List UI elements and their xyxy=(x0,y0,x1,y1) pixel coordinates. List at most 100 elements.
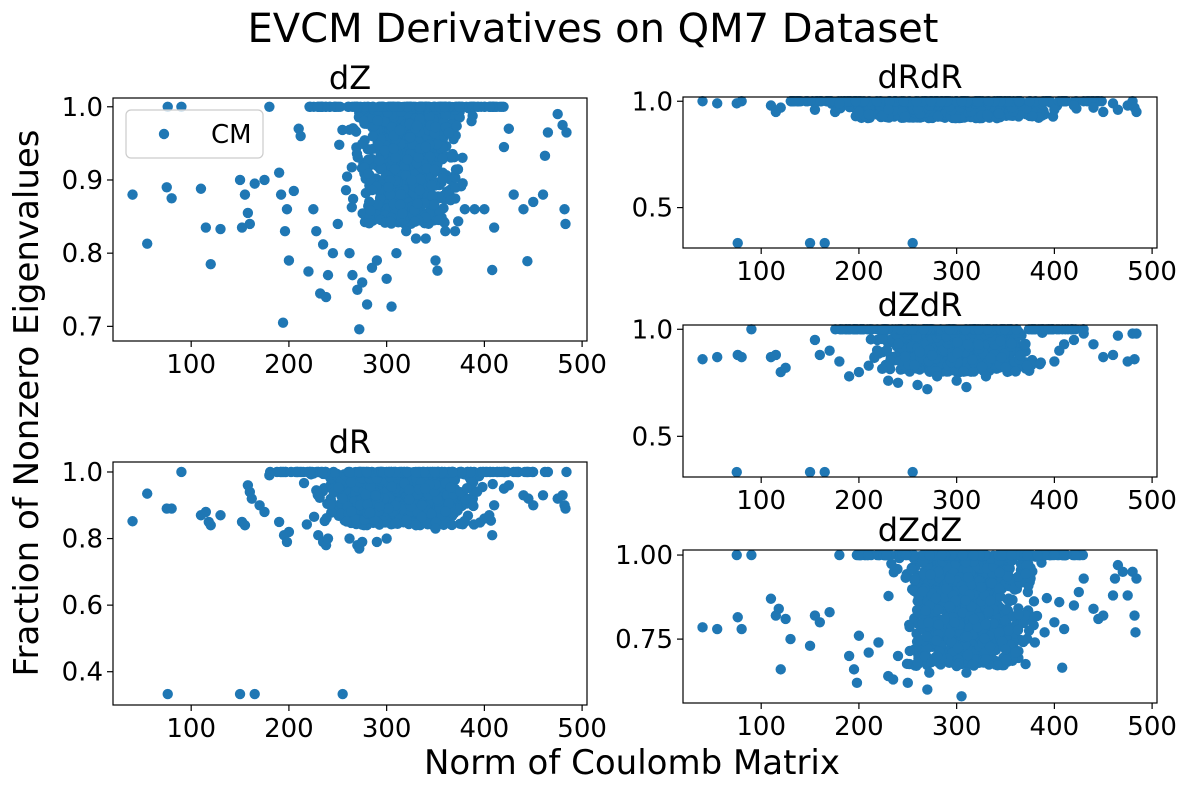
data-point xyxy=(484,510,495,521)
data-point xyxy=(364,196,375,207)
data-point xyxy=(383,181,394,193)
data-point xyxy=(394,199,406,211)
data-point xyxy=(445,195,456,206)
data-point xyxy=(457,178,468,189)
y-tick-label: 0.8 xyxy=(62,525,103,555)
data-point xyxy=(275,466,286,478)
data-point xyxy=(561,466,572,478)
data-point xyxy=(487,264,498,276)
data-point xyxy=(312,101,323,112)
data-point xyxy=(360,489,371,500)
data-point xyxy=(995,335,1006,347)
data-point xyxy=(907,466,918,478)
data-point xyxy=(1000,362,1011,374)
x-tick-label: 200 xyxy=(834,486,884,516)
data-point xyxy=(344,124,355,136)
y-tick-label: 0.7 xyxy=(62,312,103,342)
data-point xyxy=(244,218,256,230)
data-point xyxy=(1028,596,1040,607)
legend-frame xyxy=(125,109,264,159)
data-point xyxy=(370,490,382,501)
data-point xyxy=(518,204,529,215)
data-point xyxy=(249,178,260,189)
axes-frame xyxy=(112,461,588,706)
data-point xyxy=(819,466,830,478)
data-point xyxy=(871,96,883,107)
data-point xyxy=(467,110,478,122)
data-point xyxy=(166,503,177,514)
data-point xyxy=(336,508,347,519)
data-point xyxy=(508,466,519,478)
data-point xyxy=(712,98,723,109)
data-point xyxy=(389,163,401,175)
data-point xyxy=(883,104,894,115)
x-tick-label: 500 xyxy=(557,350,607,380)
data-point xyxy=(413,152,424,163)
data-point xyxy=(371,536,383,548)
data-point xyxy=(450,172,461,183)
data-point xyxy=(746,324,757,335)
data-point xyxy=(1112,330,1124,341)
data-point xyxy=(843,371,855,382)
data-point xyxy=(430,255,441,266)
data-point xyxy=(416,499,428,511)
data-point xyxy=(732,237,743,249)
data-point xyxy=(973,339,985,351)
data-point xyxy=(424,151,436,163)
data-point xyxy=(461,482,473,494)
data-point xyxy=(381,273,392,284)
data-point xyxy=(142,488,153,499)
data-point xyxy=(892,377,904,389)
x-tick-label: 100 xyxy=(736,486,786,516)
figure-title: EVCM Derivatives on QM7 Dataset xyxy=(248,6,939,52)
data-point xyxy=(195,183,207,194)
data-point xyxy=(449,226,461,237)
data-point xyxy=(416,511,427,523)
data-point xyxy=(909,359,920,371)
data-point xyxy=(488,222,500,233)
data-point xyxy=(848,324,859,335)
data-point xyxy=(561,127,572,138)
data-point xyxy=(381,533,392,544)
data-point xyxy=(926,350,938,361)
data-point xyxy=(893,338,904,350)
data-point xyxy=(960,324,971,335)
data-point xyxy=(863,108,874,120)
data-point xyxy=(345,477,357,488)
y-tick-label: 0.5 xyxy=(632,194,673,224)
data-point xyxy=(325,499,336,510)
data-point xyxy=(414,101,426,112)
data-point xyxy=(770,349,782,361)
data-point xyxy=(162,688,173,700)
data-point xyxy=(966,354,978,365)
data-point xyxy=(400,226,412,237)
data-point xyxy=(337,493,348,504)
data-point xyxy=(931,371,943,382)
data-point xyxy=(1131,106,1142,118)
data-point xyxy=(454,112,465,123)
data-point xyxy=(127,189,138,200)
data-point xyxy=(487,530,498,541)
x-tick-label: 500 xyxy=(557,714,607,744)
y-tick-label: 1.0 xyxy=(632,87,673,117)
data-point xyxy=(457,152,468,163)
legend-label: CM xyxy=(211,120,252,150)
data-point xyxy=(200,506,212,518)
data-point xyxy=(485,466,496,478)
data-point xyxy=(976,361,988,372)
data-point xyxy=(898,96,910,107)
data-point xyxy=(322,269,334,281)
data-point xyxy=(446,519,458,531)
data-point xyxy=(1088,339,1099,350)
y-tick-label: 0.8 xyxy=(62,239,103,269)
data-point xyxy=(357,536,368,548)
data-point xyxy=(410,520,422,531)
x-tick-label: 500 xyxy=(1127,486,1177,516)
y-tick-label: 1.0 xyxy=(632,315,673,345)
data-point xyxy=(925,96,937,107)
data-point xyxy=(319,515,330,527)
data-point xyxy=(259,174,270,186)
data-point xyxy=(809,104,821,115)
data-point xyxy=(344,466,355,478)
